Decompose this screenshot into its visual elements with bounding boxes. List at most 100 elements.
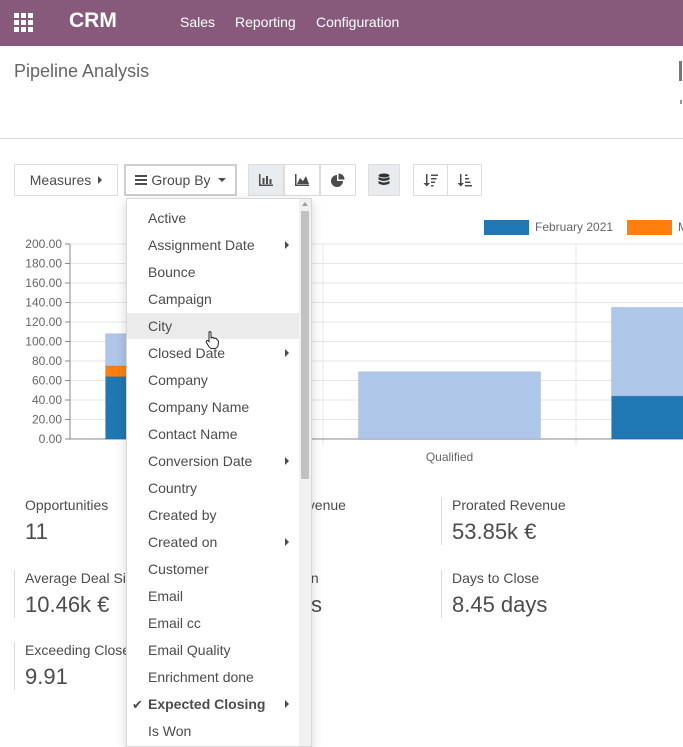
groupby-option-label: Enrichment done — [148, 669, 254, 685]
area-chart-icon — [295, 174, 309, 186]
groupby-option[interactable]: Email cc — [127, 610, 299, 636]
legend-label: M — [678, 220, 683, 234]
y-tick-label: 100.00 — [25, 335, 62, 349]
groupby-option-label: Email cc — [148, 615, 201, 631]
groupby-option[interactable]: Company Name — [127, 394, 299, 420]
groupby-option-label: Conversion Date — [148, 453, 253, 469]
kpi-average-deal-size[interactable]: Average Deal Siz 10.46k € — [14, 570, 133, 618]
kpi-value: 53.85k € — [452, 519, 537, 544]
groupby-option[interactable]: Enrichment done — [127, 664, 299, 690]
page-title: Pipeline Analysis — [14, 61, 150, 81]
y-tick-label: 140.00 — [25, 296, 62, 310]
top-navbar: CRM Sales Reporting Configuration — [0, 0, 683, 46]
groupby-option[interactable]: Is Won — [127, 718, 299, 744]
pie-chart-button[interactable] — [320, 164, 356, 196]
kpi-value: 10.46k € — [25, 592, 110, 617]
menu-configuration[interactable]: Configuration — [316, 14, 400, 30]
groupby-option[interactable]: Created by — [127, 502, 299, 528]
legend-item[interactable]: M — [627, 219, 683, 235]
kpi-prorated-revenue[interactable]: Prorated Revenue 53.85k € — [441, 497, 566, 545]
groupby-option[interactable]: Email Quality — [127, 637, 299, 663]
measures-button[interactable]: Measures — [14, 164, 118, 196]
legend-label: February 2021 — [535, 220, 614, 234]
kpi-label: Average Deal Siz — [25, 570, 133, 586]
groupby-option-label: Company — [148, 372, 208, 388]
group-by-button[interactable]: Group By — [124, 164, 237, 196]
app-brand[interactable]: CRM — [69, 9, 117, 32]
legend-swatch — [627, 219, 672, 235]
y-tick-label: 60.00 — [32, 374, 62, 388]
apps-menu-icon[interactable] — [14, 13, 33, 32]
groupby-option[interactable]: Assignment Date — [127, 232, 299, 258]
groupby-option[interactable]: Created on — [127, 529, 299, 555]
line-chart-button[interactable] — [284, 164, 320, 196]
groupby-option[interactable]: Country — [127, 475, 299, 501]
pipeline-chart: February 2021 M 200.00 180.00 160.00 140.00… — [0, 210, 683, 470]
groupby-option[interactable]: Campaign — [127, 286, 299, 312]
bar-segment — [358, 371, 541, 440]
groupby-option[interactable]: Email — [127, 583, 299, 609]
groupby-option-label: Email — [148, 588, 184, 604]
bar-segment — [611, 395, 683, 440]
y-tick-label: 200.00 — [25, 237, 62, 251]
groupby-option[interactable]: Company — [127, 367, 299, 393]
menu-sales[interactable]: Sales — [180, 14, 216, 30]
bar-segment — [611, 306, 683, 397]
scroll-up-arrow-icon[interactable] — [302, 202, 308, 206]
groupby-option-label: Active — [148, 210, 187, 226]
kpi-label: Days to Close — [452, 570, 540, 586]
groupby-option[interactable]: Active — [127, 205, 299, 231]
sort-ascending-button[interactable] — [447, 164, 482, 196]
chart-canvas: 200.00 180.00 160.00 140.00 120.00 100.00 80.0… — [25, 237, 683, 464]
groupby-option-label: Contact Name — [148, 426, 238, 442]
kpi-days-to-close[interactable]: Days to Close 8.45 days — [441, 570, 547, 618]
groupby-option[interactable]: ✔ Expected Closing — [127, 691, 299, 717]
search-panel-edge-mark — [680, 100, 682, 104]
stacked-toggle-button[interactable] — [368, 164, 400, 196]
kpi-exceeding-close[interactable]: Exceeding Close 9.91 — [14, 642, 130, 690]
y-tick-label: 80.00 — [32, 354, 62, 368]
groupby-option[interactable]: Contact Name — [127, 421, 299, 447]
groupby-option-label: Expected Closing — [148, 696, 266, 712]
database-icon — [378, 173, 390, 185]
menu-reporting[interactable]: Reporting — [235, 14, 296, 30]
groupby-option-label: Bounce — [148, 264, 196, 280]
kpi-value: 8.45 days — [452, 592, 548, 617]
groupby-option[interactable]: Closed Date — [127, 340, 299, 366]
y-tick-label: 180.00 — [25, 257, 62, 271]
groupby-option[interactable]: City — [127, 313, 299, 339]
groupby-option-label: Created by — [148, 507, 217, 523]
submenu-arrow-icon — [285, 349, 289, 357]
caret-right-icon — [98, 176, 103, 184]
legend-swatch — [484, 219, 529, 235]
bar-chart-button[interactable] — [248, 164, 284, 196]
x-tick-label: Qualified — [426, 450, 473, 464]
groupby-option-label: Customer — [148, 561, 209, 577]
groupby-option-label: Is Won — [148, 723, 192, 739]
list-icon — [135, 175, 148, 185]
hand-pointer-cursor-icon — [205, 331, 219, 349]
group-by-dropdown: Active Assignment Date Bounce Campaign City C… — [126, 198, 312, 747]
pie-chart-icon — [331, 173, 345, 187]
sort-descending-icon — [423, 174, 438, 187]
kpi-opportunities[interactable]: Opportunities 11 — [14, 497, 108, 545]
kpi-label: Prorated Revenue — [452, 497, 566, 513]
y-tick-label: 160.00 — [25, 276, 62, 290]
groupby-option[interactable]: Customer — [127, 556, 299, 582]
dropdown-scrollbar[interactable] — [299, 199, 311, 746]
groupby-option-label: Campaign — [148, 291, 212, 307]
submenu-arrow-icon — [285, 457, 289, 465]
groupby-option-label: City — [148, 318, 173, 334]
submenu-arrow-icon — [285, 241, 289, 249]
legend-item[interactable]: February 2021 — [484, 219, 613, 235]
groupby-option[interactable]: Conversion Date — [127, 448, 299, 474]
groupby-option-label: Country — [148, 480, 198, 496]
group-by-label: Group By — [151, 172, 211, 188]
submenu-arrow-icon — [285, 538, 289, 546]
check-icon: ✔ — [132, 697, 143, 712]
control-panel-divider — [0, 138, 683, 139]
groupby-option[interactable]: Bounce — [127, 259, 299, 285]
sort-descending-button[interactable] — [413, 164, 448, 196]
scrollbar-thumb[interactable] — [301, 211, 309, 479]
kpi-label: Exceeding Close — [25, 642, 131, 658]
